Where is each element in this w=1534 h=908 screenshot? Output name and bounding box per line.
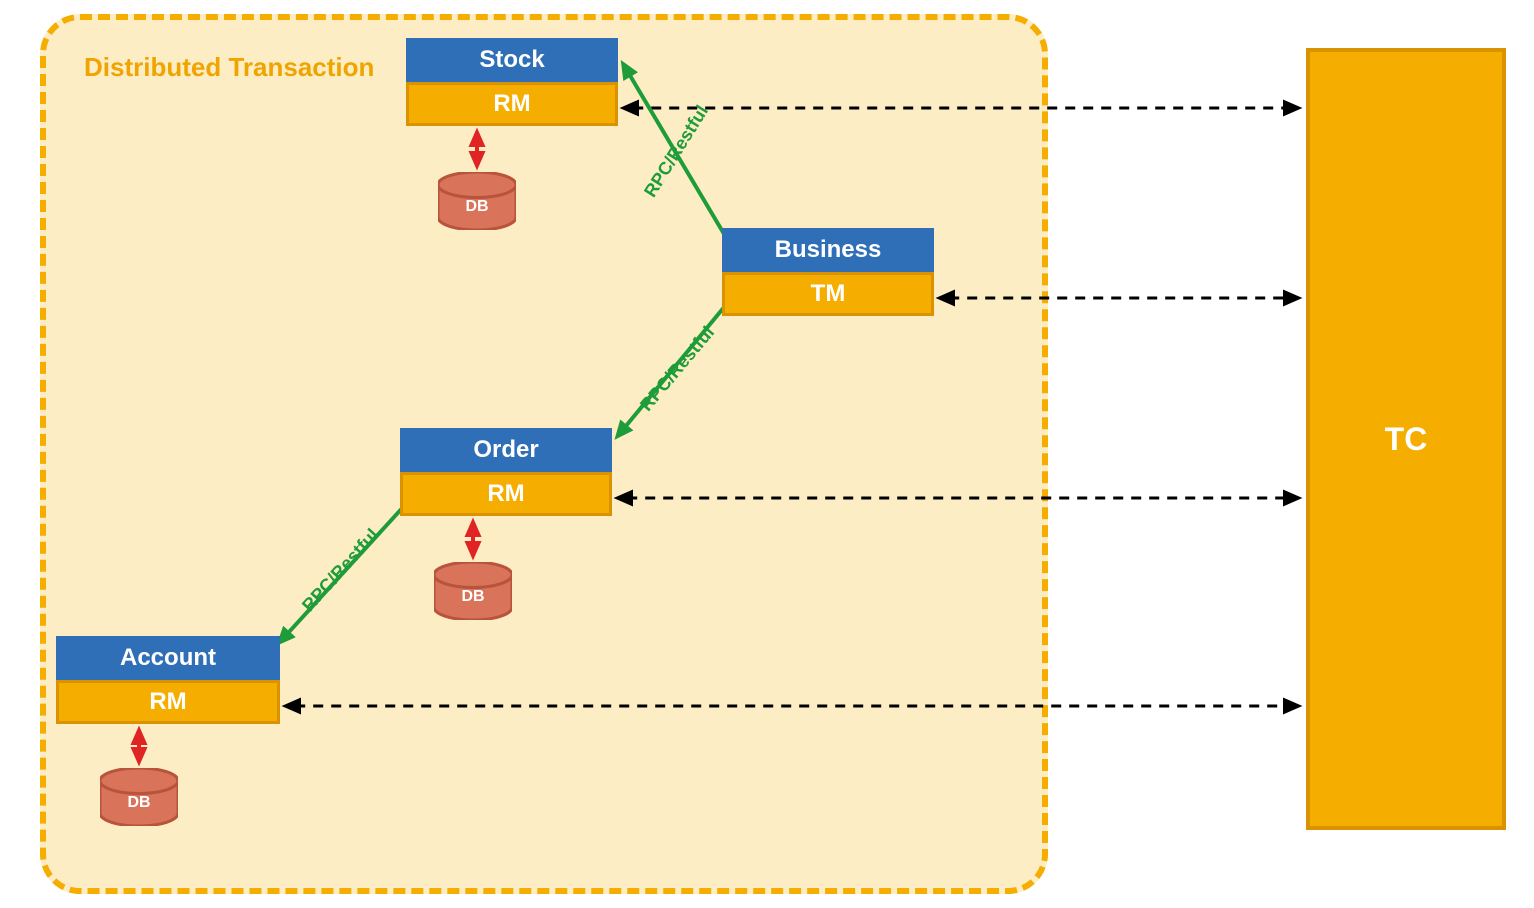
node-order: OrderRM [400, 428, 612, 516]
node-account-title: Account [56, 636, 280, 680]
node-stock: StockRM [406, 38, 618, 126]
transaction-region-title: Distributed Transaction [84, 52, 374, 83]
db-stock: DB [438, 172, 516, 230]
node-business: BusinessTM [722, 228, 934, 316]
node-business-sub: TM [722, 272, 934, 316]
node-account-sub: RM [56, 680, 280, 724]
diagram-canvas: Distributed TransactionRPC/RestfulRPC/Re… [0, 0, 1534, 908]
node-stock-title: Stock [406, 38, 618, 82]
node-account: AccountRM [56, 636, 280, 724]
tc-box: TC [1306, 48, 1506, 830]
db-account: DB [100, 768, 178, 826]
node-order-sub: RM [400, 472, 612, 516]
node-stock-sub: RM [406, 82, 618, 126]
node-business-title: Business [722, 228, 934, 272]
node-order-title: Order [400, 428, 612, 472]
tc-label: TC [1385, 421, 1428, 458]
db-order: DB [434, 562, 512, 620]
